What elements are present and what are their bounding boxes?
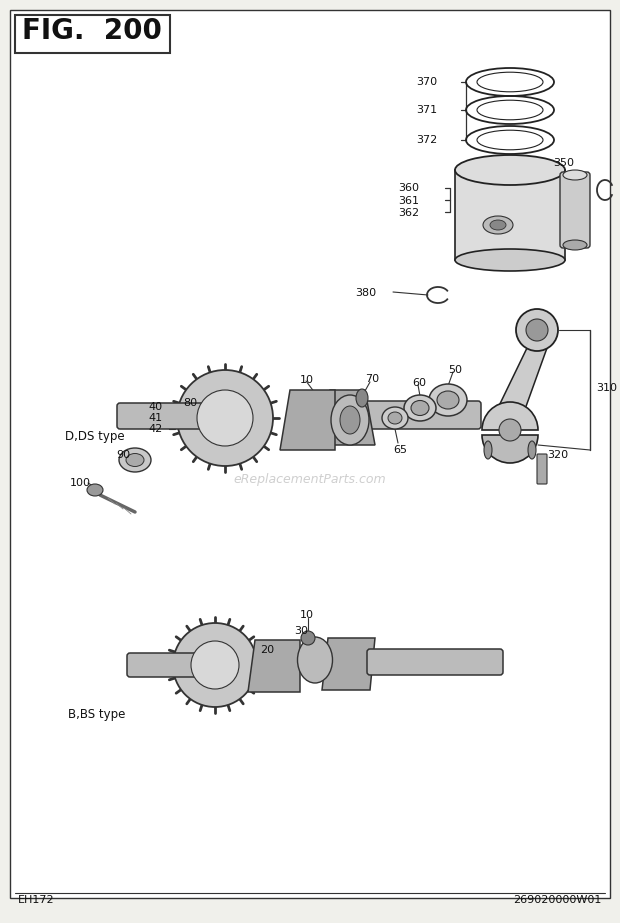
Circle shape: [191, 641, 239, 689]
Polygon shape: [248, 640, 300, 692]
FancyBboxPatch shape: [455, 170, 565, 260]
Ellipse shape: [490, 220, 506, 230]
Text: 40: 40: [148, 402, 162, 412]
Ellipse shape: [126, 453, 144, 466]
Text: 362: 362: [398, 208, 419, 218]
Text: 370: 370: [416, 77, 437, 87]
Ellipse shape: [455, 249, 565, 271]
Ellipse shape: [388, 412, 402, 424]
Ellipse shape: [499, 419, 521, 441]
Ellipse shape: [340, 406, 360, 434]
FancyBboxPatch shape: [127, 653, 215, 677]
Ellipse shape: [563, 240, 587, 250]
Text: eReplacementParts.com: eReplacementParts.com: [234, 473, 386, 486]
Text: 310: 310: [596, 383, 617, 393]
Circle shape: [301, 631, 315, 645]
Ellipse shape: [455, 155, 565, 185]
Ellipse shape: [429, 384, 467, 416]
Text: 361: 361: [398, 196, 419, 206]
Text: 320: 320: [547, 450, 568, 460]
Ellipse shape: [484, 441, 492, 459]
Text: 100: 100: [70, 478, 91, 488]
Text: 42: 42: [148, 424, 162, 434]
Wedge shape: [482, 435, 538, 463]
Polygon shape: [320, 390, 375, 445]
Ellipse shape: [331, 395, 369, 445]
Circle shape: [177, 370, 273, 466]
Text: 65: 65: [393, 445, 407, 455]
Polygon shape: [280, 390, 335, 450]
Text: 360: 360: [398, 183, 419, 193]
Circle shape: [197, 390, 253, 446]
Text: D,DS type: D,DS type: [65, 430, 125, 443]
Ellipse shape: [119, 448, 151, 472]
Text: 70: 70: [365, 374, 379, 384]
Ellipse shape: [483, 216, 513, 234]
Ellipse shape: [382, 407, 408, 429]
FancyBboxPatch shape: [537, 454, 547, 484]
Text: 350: 350: [553, 158, 574, 168]
Text: 20: 20: [260, 645, 274, 655]
Ellipse shape: [516, 309, 558, 351]
Text: 30: 30: [294, 626, 308, 636]
Text: 41: 41: [148, 413, 162, 423]
FancyBboxPatch shape: [352, 401, 481, 429]
Bar: [15, 15, 170, 53]
Ellipse shape: [528, 441, 536, 459]
Ellipse shape: [437, 391, 459, 409]
Text: 60: 60: [412, 378, 426, 388]
Polygon shape: [496, 348, 547, 412]
Text: 380: 380: [355, 288, 376, 298]
Ellipse shape: [356, 389, 368, 407]
Ellipse shape: [404, 395, 436, 421]
Ellipse shape: [526, 319, 548, 341]
FancyBboxPatch shape: [367, 649, 503, 675]
Text: FIG.  200: FIG. 200: [22, 17, 162, 45]
Text: B,BS type: B,BS type: [68, 708, 125, 721]
Text: 80: 80: [183, 398, 197, 408]
Ellipse shape: [563, 170, 587, 180]
Text: EH172: EH172: [18, 895, 55, 905]
Text: 10: 10: [300, 375, 314, 385]
Text: 371: 371: [416, 105, 437, 115]
Ellipse shape: [298, 637, 332, 683]
Ellipse shape: [411, 401, 429, 415]
FancyBboxPatch shape: [117, 403, 228, 429]
Ellipse shape: [87, 484, 103, 496]
Text: 90: 90: [116, 450, 130, 460]
Text: 50: 50: [448, 365, 462, 375]
Wedge shape: [482, 402, 538, 430]
Text: 10: 10: [300, 610, 314, 620]
Text: 372: 372: [416, 135, 437, 145]
Circle shape: [173, 623, 257, 707]
FancyBboxPatch shape: [560, 172, 590, 248]
Text: 269020000W01: 269020000W01: [513, 895, 602, 905]
Polygon shape: [322, 638, 375, 690]
